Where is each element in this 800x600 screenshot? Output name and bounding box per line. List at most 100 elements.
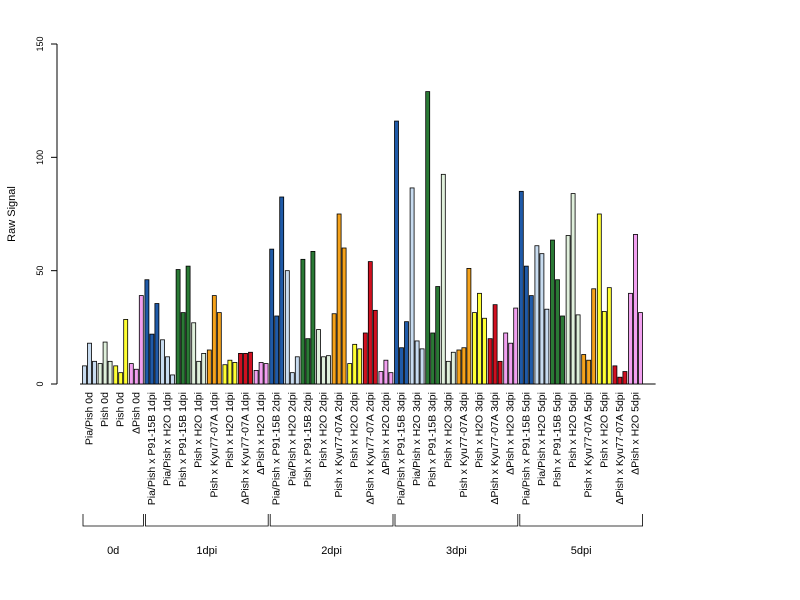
bar — [316, 329, 321, 385]
bar — [497, 360, 503, 385]
bar — [581, 354, 587, 385]
bar — [128, 363, 134, 385]
x-tick-label: Pia/Pish x P91-15B 5dpi — [520, 392, 532, 505]
bar — [466, 267, 472, 385]
bar — [216, 312, 222, 385]
bar — [160, 339, 165, 385]
bar — [165, 356, 170, 385]
group-label: 0d — [107, 545, 119, 557]
bar — [331, 313, 337, 385]
bar — [425, 91, 431, 385]
bar — [367, 261, 373, 385]
group-label: 2dpi — [321, 545, 342, 557]
bar — [211, 295, 217, 385]
x-tick-label: Pia/Pish x P91-15B 1dpi — [146, 392, 158, 505]
group-label: 1dpi — [196, 545, 217, 557]
bar — [87, 342, 92, 385]
x-tick-label: Pish x H2O 1dpi — [193, 392, 205, 468]
x-tick-label: Pish 0d — [99, 392, 111, 427]
bar — [383, 359, 389, 385]
bar — [196, 360, 202, 385]
bar — [445, 360, 451, 385]
bar — [399, 347, 404, 385]
bar — [570, 193, 576, 385]
x-tick-label: ΔPish 0d — [130, 392, 142, 434]
bar — [180, 312, 186, 385]
bar — [440, 173, 446, 385]
bar — [560, 315, 565, 385]
bar — [617, 376, 623, 385]
bar — [92, 360, 97, 385]
group-label: 3dpi — [446, 545, 467, 557]
bar — [352, 343, 358, 385]
bar — [565, 235, 571, 385]
x-tick-label: Pish x H2O 2dpi — [349, 392, 361, 468]
bar — [357, 348, 363, 385]
group-label: 5dpi — [571, 545, 592, 557]
x-tick-label: Pish x H2O 5dpi — [567, 392, 579, 468]
bar — [414, 340, 420, 385]
bar — [450, 351, 456, 385]
x-tick-label: Pish x H2O 3dpi — [474, 392, 486, 468]
x-tick-label: Pish 0d — [115, 392, 127, 427]
bar — [336, 213, 342, 385]
bar — [419, 348, 425, 385]
bar — [123, 318, 129, 385]
x-tick-label: ΔPish x H2O 1dpi — [255, 392, 267, 475]
bar — [456, 349, 462, 385]
bar — [612, 365, 618, 385]
bar — [191, 322, 197, 385]
y-tick-label: 100 — [35, 150, 45, 165]
bar — [394, 120, 399, 385]
group-bracket — [394, 514, 519, 527]
bar — [97, 363, 103, 385]
bar — [409, 187, 415, 385]
bar — [586, 359, 592, 385]
x-tick-label: Pish x Kyu77-07A 5dpi — [583, 392, 595, 498]
bar — [461, 347, 467, 385]
bar — [326, 355, 331, 385]
x-tick-label: Pish x H2O 3dpi — [442, 392, 454, 468]
bar — [138, 295, 144, 385]
x-tick-label: Pish x H2O 5dpi — [598, 392, 610, 468]
group-bracket — [269, 514, 394, 527]
bar — [430, 332, 436, 385]
x-tick-label: Pish x P91-15B 5dpi — [552, 392, 564, 487]
bar — [274, 315, 280, 385]
bar — [534, 245, 540, 385]
bar — [596, 213, 602, 385]
bar — [107, 360, 113, 385]
bar — [487, 338, 493, 385]
x-tick-label: Pish x Kyu77-07A 1dpi — [208, 392, 220, 498]
bar — [638, 312, 643, 385]
bar — [133, 368, 139, 385]
bar — [238, 352, 243, 385]
bar — [294, 356, 300, 385]
y-tick-label: 0 — [35, 381, 45, 386]
bar — [601, 311, 607, 385]
bar — [472, 312, 477, 385]
bar — [222, 364, 228, 385]
bar — [248, 351, 253, 385]
bar — [232, 362, 238, 385]
x-tick-label: Pia/Pish x H2O 3dpi — [411, 392, 423, 486]
bar — [175, 269, 181, 385]
x-tick-label: ΔPish x H2O 2dpi — [380, 392, 392, 475]
bar — [243, 352, 248, 385]
bar — [118, 372, 124, 385]
bar — [206, 349, 212, 385]
group-bracket — [145, 514, 269, 527]
bar — [575, 314, 581, 385]
bar — [404, 321, 409, 385]
bar — [435, 286, 441, 385]
bar — [503, 332, 509, 385]
bar — [347, 363, 353, 385]
x-tick-label: ΔPish x Kyu77-07A 3dpi — [489, 392, 501, 505]
bar — [555, 279, 560, 385]
x-tick-label: Pia/Pish x P91-15B 2dpi — [271, 392, 283, 505]
bar — [284, 270, 290, 385]
x-tick-label: ΔPish x Kyu77-07A 1dpi — [240, 392, 252, 505]
group-brackets: 0d 1dpi 2dpi 3dpi 5dpi — [82, 514, 643, 557]
bar — [154, 303, 160, 385]
x-tick-label: Pia/Pish x H2O 2dpi — [286, 392, 298, 486]
